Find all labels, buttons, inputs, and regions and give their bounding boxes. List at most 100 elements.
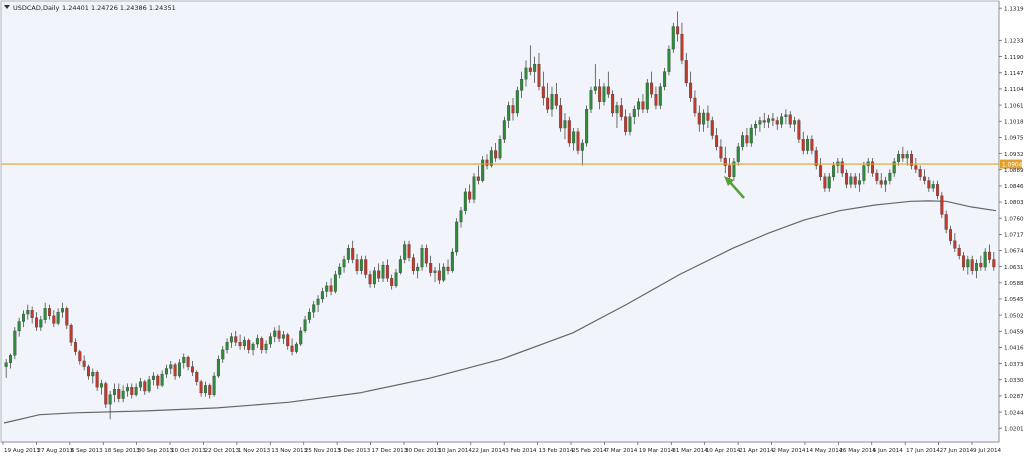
- candle-body-up: [56, 311, 60, 324]
- candle: [814, 146, 818, 170]
- candle-body-up: [736, 146, 740, 162]
- candle-body-down: [914, 165, 918, 170]
- candle-body-down: [810, 139, 814, 151]
- candle-body-up: [983, 251, 987, 268]
- candle: [325, 282, 329, 298]
- candle: [849, 173, 853, 189]
- candle-body-down: [407, 244, 411, 258]
- candle-body-up: [780, 116, 784, 125]
- candle: [320, 287, 324, 303]
- candle: [143, 379, 147, 395]
- candle: [598, 79, 602, 110]
- price-tick-label: 1.11040: [1004, 87, 1024, 93]
- candle: [719, 139, 723, 162]
- candle-body-down: [78, 351, 82, 362]
- time-tick-label: 2 May 2014: [773, 448, 806, 454]
- candle: [221, 345, 225, 363]
- candle: [667, 45, 671, 76]
- time-tick-label: 13 Feb 2014: [539, 448, 574, 454]
- candle-body-up: [585, 109, 589, 144]
- candle: [706, 105, 710, 128]
- price-tick-label: 1.08030: [1004, 200, 1024, 206]
- candle: [303, 315, 307, 333]
- candle-body-up: [125, 387, 129, 392]
- candle-body-up: [931, 184, 935, 189]
- candle-body-down: [528, 67, 532, 72]
- candle: [693, 90, 697, 117]
- candle-body-up: [589, 90, 593, 110]
- time-tick-label: 17 Jun 2014: [906, 448, 940, 454]
- candle: [793, 116, 797, 132]
- candle-body-up: [346, 248, 350, 260]
- candle-body-up: [862, 165, 866, 181]
- candle-body-up: [658, 86, 662, 106]
- candle: [619, 97, 623, 121]
- chart-symbol-title: USDCAD,Daily: [13, 4, 60, 12]
- candle: [459, 206, 463, 228]
- candle-body-down: [598, 86, 602, 102]
- candle: [918, 165, 922, 181]
- price-tick-label: 1.09750: [1004, 136, 1024, 142]
- candle-body-up: [897, 154, 901, 162]
- candle-body-up: [333, 274, 337, 292]
- candle: [602, 82, 606, 106]
- candle-body-up: [793, 120, 797, 125]
- candle: [697, 105, 701, 132]
- candle-body-up: [515, 90, 519, 114]
- candle-body-up: [212, 375, 216, 395]
- candle-body-up: [134, 387, 138, 395]
- candle-body-up: [216, 358, 220, 377]
- time-tick-label: 5 Dec 2013: [338, 448, 371, 454]
- price-tick-label: 1.07600: [1004, 216, 1024, 222]
- candle-body-down: [801, 139, 805, 151]
- time-tick-label: 6 Sep 2013: [71, 448, 103, 454]
- candle-body-up: [99, 383, 103, 388]
- candle-body-down: [689, 82, 693, 99]
- candle: [550, 86, 554, 117]
- candle: [524, 60, 528, 87]
- candle: [78, 349, 82, 365]
- time-tick-label: 9 Jul 2014: [973, 448, 1002, 454]
- candle: [4, 359, 8, 378]
- price-tick-label: 1.02010: [1004, 426, 1024, 432]
- time-tick-label: 17 Dec 2013: [372, 448, 408, 454]
- candle-body-down: [988, 251, 991, 260]
- price-tick-label: 1.09320: [1004, 152, 1024, 158]
- candle: [481, 156, 485, 183]
- candle: [589, 86, 593, 113]
- candle: [689, 71, 693, 102]
- candle-body-up: [754, 124, 758, 129]
- dropdown-triangle-icon[interactable]: [4, 5, 10, 9]
- time-tick-label: 25 Nov 2013: [305, 448, 341, 454]
- candle-body-down: [277, 330, 281, 339]
- candle: [121, 385, 125, 403]
- candle: [936, 180, 940, 200]
- candle: [797, 118, 801, 144]
- candle-body-down: [944, 214, 948, 230]
- candle: [372, 267, 376, 288]
- candle: [745, 128, 749, 147]
- candle: [338, 263, 342, 279]
- price-tick-label: 1.02440: [1004, 410, 1024, 416]
- candle-body-up: [26, 310, 30, 315]
- candle: [43, 302, 47, 324]
- candle-body-up: [663, 71, 667, 87]
- candle-body-down: [117, 389, 121, 399]
- candle: [268, 332, 272, 348]
- candle-body-up: [320, 291, 324, 300]
- annotation-arrow: [724, 176, 745, 199]
- time-tick-label: 21 Apr 2014: [739, 448, 774, 454]
- candle-body-up: [472, 176, 476, 200]
- candle: [645, 79, 649, 113]
- candle-body-down: [771, 118, 775, 121]
- time-tick-label: 19 Mar 2014: [639, 448, 675, 454]
- candle-body-up: [827, 176, 831, 189]
- candle-body-down: [567, 120, 571, 144]
- candle-body-up: [221, 349, 225, 360]
- candle: [875, 169, 879, 185]
- candle-body-up: [832, 165, 836, 177]
- candle-body-up: [892, 161, 896, 174]
- candle-body-down: [797, 120, 801, 140]
- candle: [632, 105, 636, 125]
- candle: [13, 327, 17, 360]
